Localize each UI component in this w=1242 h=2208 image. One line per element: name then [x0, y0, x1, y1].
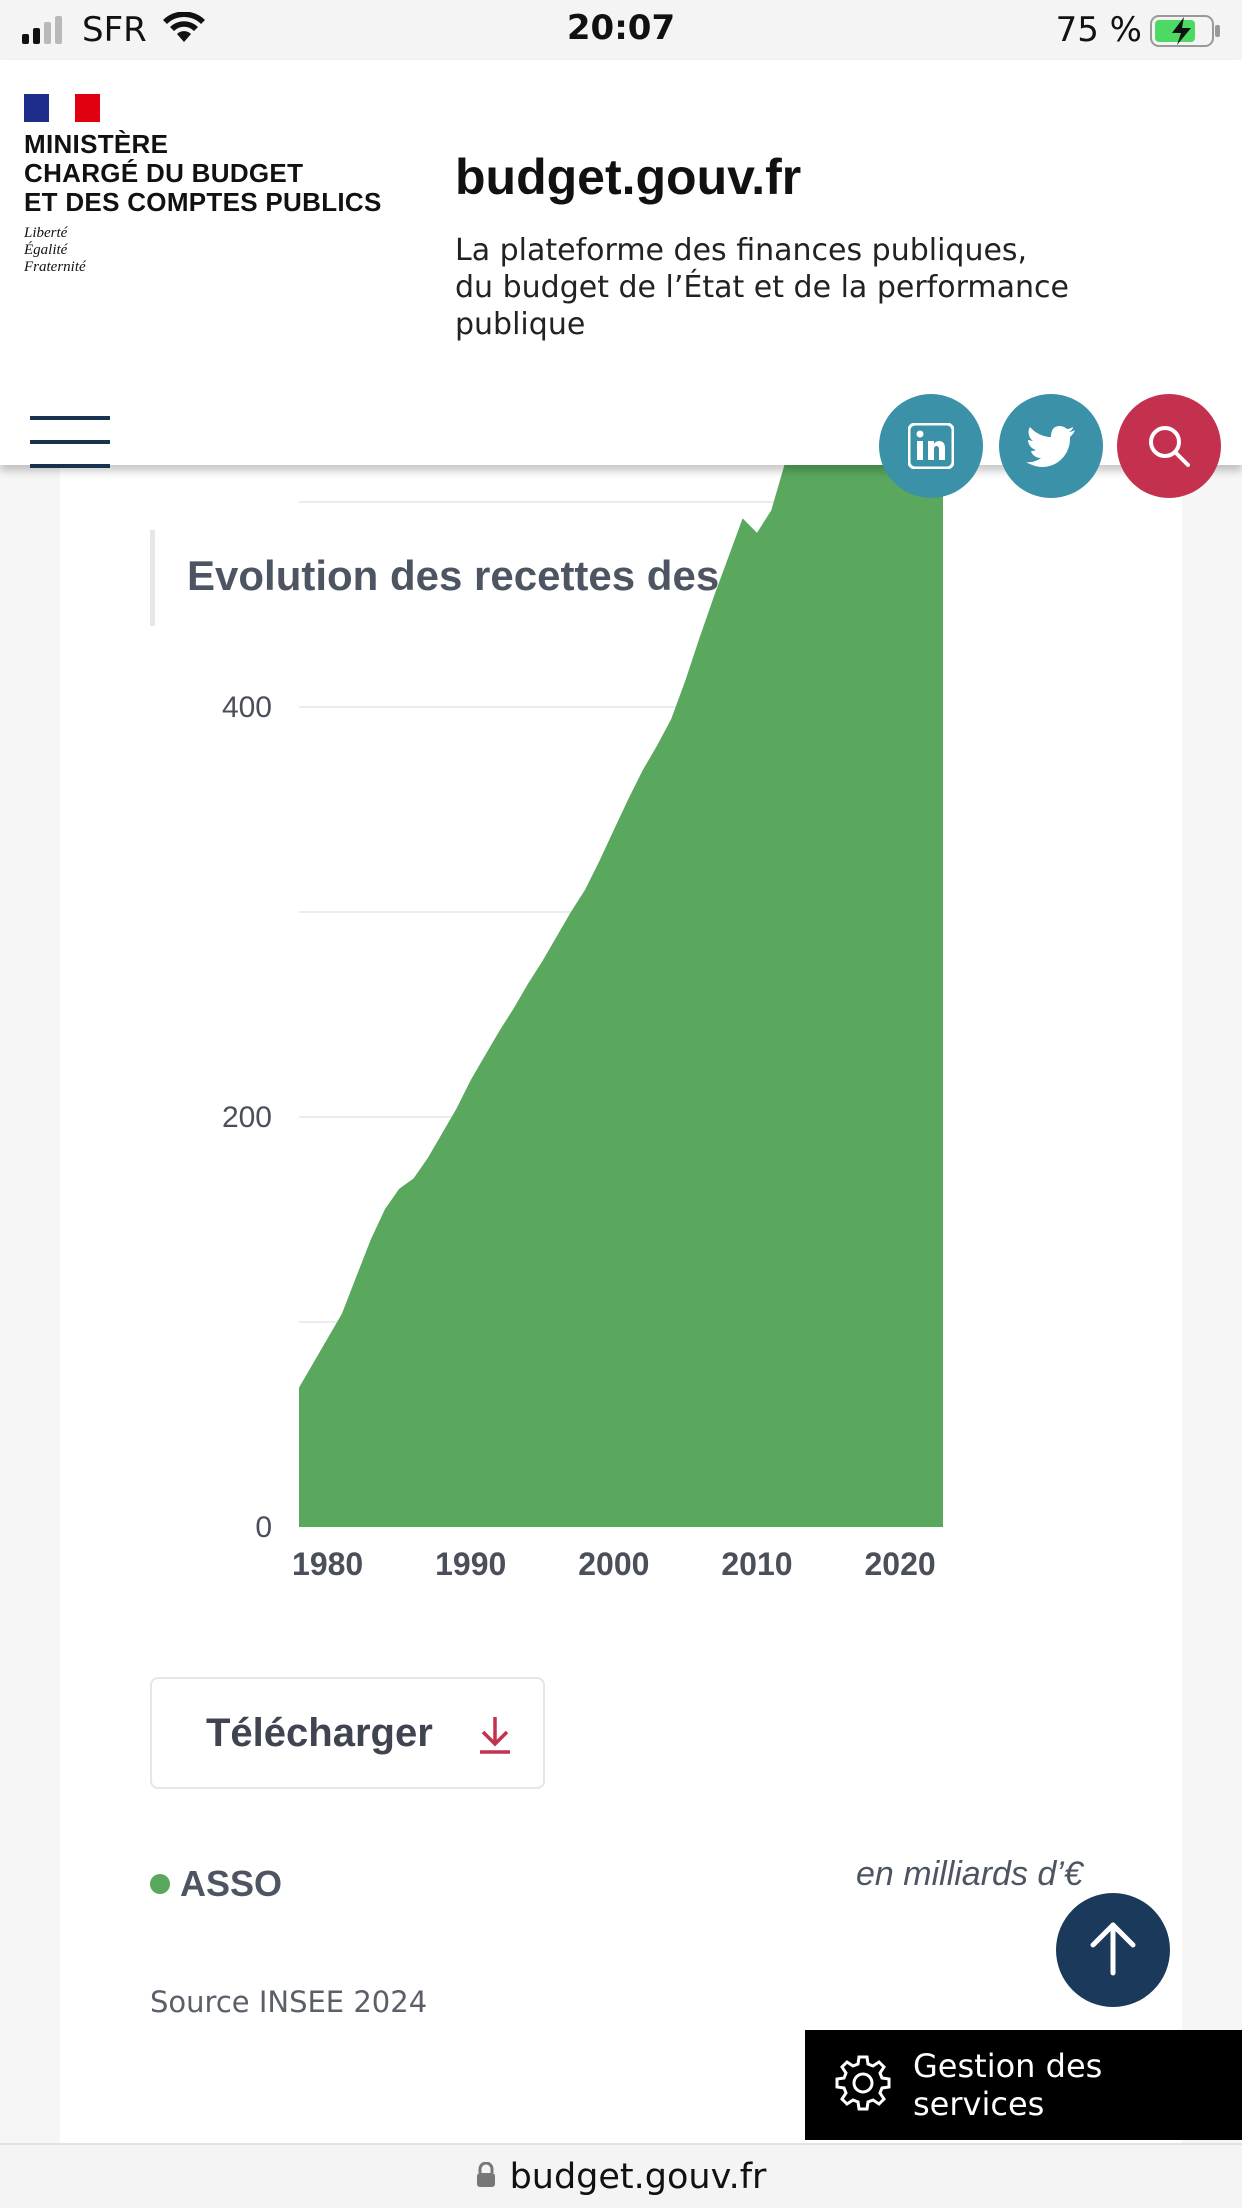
url-text: budget.gouv.fr	[509, 2156, 767, 2197]
marianne-flag-icon	[24, 94, 100, 122]
ministry-name: MINISTÈRE CHARGÉ DU BUDGET ET DES COMPTE…	[24, 130, 404, 217]
signal-icon	[22, 14, 62, 44]
ministry-line-2: CHARGÉ DU BUDGET	[24, 158, 304, 188]
republic-motto: Liberté Égalité Fraternité	[24, 225, 404, 276]
chart-title: Evolution des recettes des ASSO	[150, 530, 848, 626]
site-subtitle: La plateforme des finances publiques, du…	[455, 232, 1155, 343]
motto-line-2: Égalité	[24, 242, 68, 258]
download-icon	[478, 1715, 512, 1759]
arrow-up-icon	[1084, 1919, 1142, 1981]
manage-services-button[interactable]: Gestion des services	[805, 2030, 1242, 2140]
wifi-icon	[162, 11, 206, 53]
scroll-to-top-button[interactable]	[1056, 1893, 1170, 2007]
status-bar: SFR 20:07 75 %	[0, 0, 1242, 60]
twitter-icon[interactable]	[999, 394, 1103, 498]
motto-line-3: Fraternité	[24, 259, 86, 275]
legend-label: ASSO	[180, 1863, 283, 1904]
site-title[interactable]: budget.gouv.fr	[455, 149, 802, 205]
subtitle-line-1: La plateforme des finances publiques,	[455, 233, 1028, 268]
linkedin-icon[interactable]	[879, 394, 983, 498]
motto-line-1: Liberté	[24, 225, 68, 241]
lock-icon	[476, 2161, 496, 2192]
download-label: Télécharger	[206, 1710, 433, 1755]
carrier-name: SFR	[82, 10, 147, 50]
site-header: MINISTÈRE CHARGÉ DU BUDGET ET DES COMPTE…	[0, 60, 1242, 498]
ministry-line-1: MINISTÈRE	[24, 129, 169, 159]
ministry-logo[interactable]: MINISTÈRE CHARGÉ DU BUDGET ET DES COMPTE…	[24, 94, 404, 276]
subtitle-line-2: du budget de l’État et de la performance	[455, 270, 1069, 305]
clock: 20:07	[566, 8, 676, 48]
ministry-line-3: ET DES COMPTES PUBLICS	[24, 187, 382, 217]
subtitle-line-3: publique	[455, 307, 586, 342]
battery-charging-icon	[1150, 14, 1222, 57]
legend-marker	[150, 1874, 170, 1894]
services-label: Gestion des services	[913, 2047, 1103, 2123]
gear-icon	[833, 2053, 893, 2117]
download-button[interactable]: Télécharger	[150, 1677, 545, 1789]
hamburger-icon[interactable]	[30, 416, 110, 472]
source-note: Source INSEE 2024	[150, 1985, 428, 2019]
battery-percentage: 75 %	[1055, 10, 1142, 50]
browser-url-bar[interactable]: budget.gouv.fr	[0, 2143, 1242, 2208]
search-icon[interactable]	[1117, 394, 1221, 498]
chart-legend: ASSO	[150, 1863, 282, 1905]
unit-label: en milliards d’€	[856, 1855, 1083, 1893]
